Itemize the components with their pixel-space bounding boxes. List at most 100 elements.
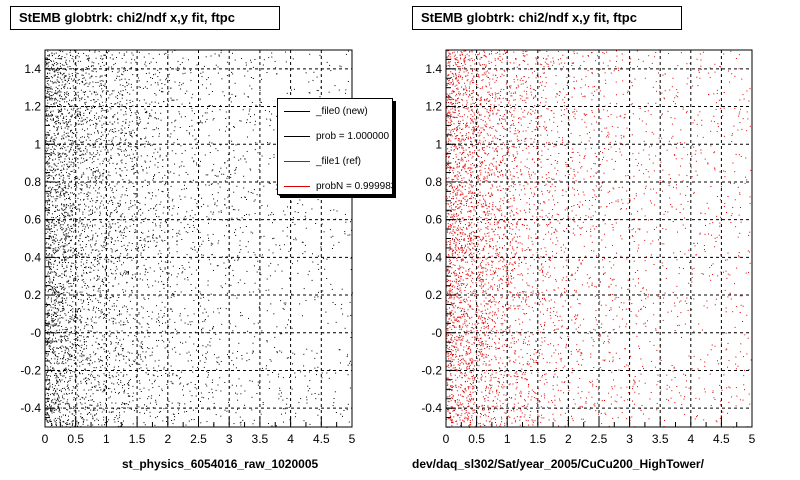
- data-point: [197, 187, 199, 189]
- data-point: [201, 197, 203, 199]
- data-point: [333, 398, 335, 399]
- data-point: [110, 226, 112, 228]
- data-point: [86, 359, 88, 361]
- data-point: [123, 291, 124, 293]
- data-point: [76, 72, 78, 74]
- data-point: [283, 244, 285, 246]
- data-point: [109, 143, 111, 145]
- data-point: [91, 320, 93, 322]
- data-point: [74, 279, 76, 281]
- data-point: [74, 254, 76, 256]
- data-point: [221, 173, 223, 175]
- data-point: [110, 260, 112, 262]
- data-point: [109, 57, 111, 59]
- data-point: [91, 371, 93, 373]
- data-point: [53, 82, 55, 84]
- data-point: [66, 124, 68, 126]
- data-point: [88, 379, 90, 381]
- data-point: [94, 249, 96, 251]
- data-point: [194, 199, 196, 200]
- data-point: [89, 120, 90, 122]
- data-point: [52, 97, 54, 99]
- data-point: [266, 72, 268, 73]
- data-point: [106, 178, 108, 180]
- data-point: [179, 64, 181, 66]
- data-point: [95, 232, 97, 234]
- data-point: [116, 372, 118, 374]
- data-point: [80, 141, 82, 143]
- data-point: [109, 94, 111, 96]
- data-point: [64, 349, 66, 351]
- data-point: [56, 393, 58, 395]
- data-point: [61, 58, 63, 60]
- data-point: [68, 112, 70, 114]
- data-point: [61, 308, 63, 310]
- data-point: [50, 330, 52, 332]
- data-point: [208, 259, 210, 261]
- data-point: [49, 88, 51, 90]
- data-point: [52, 408, 54, 410]
- data-point: [232, 52, 233, 54]
- data-point: [152, 195, 153, 197]
- data-point: [92, 224, 93, 226]
- data-point: [73, 225, 75, 227]
- data-point: [64, 331, 66, 333]
- data-point: [151, 383, 153, 385]
- data-point: [63, 251, 65, 253]
- data-point: [285, 51, 286, 53]
- data-point: [56, 329, 58, 331]
- data-point: [227, 248, 229, 250]
- data-point: [220, 211, 222, 213]
- data-point: [65, 79, 67, 81]
- data-point: [233, 191, 235, 193]
- data-point: [206, 112, 208, 114]
- data-point: [50, 247, 51, 249]
- data-point: [332, 235, 334, 237]
- data-point: [92, 86, 94, 88]
- data-point: [210, 293, 212, 295]
- data-point: [151, 318, 153, 320]
- data-point: [60, 193, 61, 195]
- data-point: [138, 77, 139, 79]
- data-point: [134, 213, 135, 215]
- data-point: [46, 218, 48, 220]
- data-point: [94, 132, 95, 134]
- data-point: [192, 371, 194, 373]
- data-point: [103, 197, 105, 199]
- data-point: [157, 82, 159, 84]
- data-point: [139, 323, 141, 325]
- data-point: [58, 353, 60, 354]
- data-point: [169, 206, 170, 207]
- data-point: [50, 118, 51, 120]
- data-point: [100, 55, 102, 57]
- data-point: [207, 315, 209, 317]
- data-point: [118, 148, 120, 150]
- data-point: [73, 349, 75, 351]
- data-point: [117, 420, 119, 422]
- data-point: [81, 275, 83, 277]
- data-point: [74, 230, 76, 232]
- data-point: [270, 262, 272, 264]
- data-point: [65, 347, 67, 349]
- data-point: [191, 209, 193, 211]
- data-point: [194, 139, 196, 141]
- data-point: [199, 291, 201, 293]
- data-point: [113, 64, 115, 66]
- data-point: [130, 133, 132, 134]
- data-point: [56, 165, 58, 167]
- data-point: [57, 109, 59, 111]
- data-point: [90, 209, 91, 211]
- data-point: [127, 245, 129, 247]
- data-point: [82, 70, 84, 72]
- data-point: [52, 352, 54, 354]
- data-point: [66, 168, 68, 170]
- data-point: [102, 278, 104, 280]
- data-point: [128, 207, 130, 209]
- data-point: [49, 99, 51, 101]
- data-point: [104, 129, 106, 131]
- data-point: [121, 159, 123, 161]
- data-point: [124, 404, 126, 405]
- data-point: [45, 140, 47, 142]
- data-point: [46, 113, 48, 115]
- data-point: [98, 253, 100, 255]
